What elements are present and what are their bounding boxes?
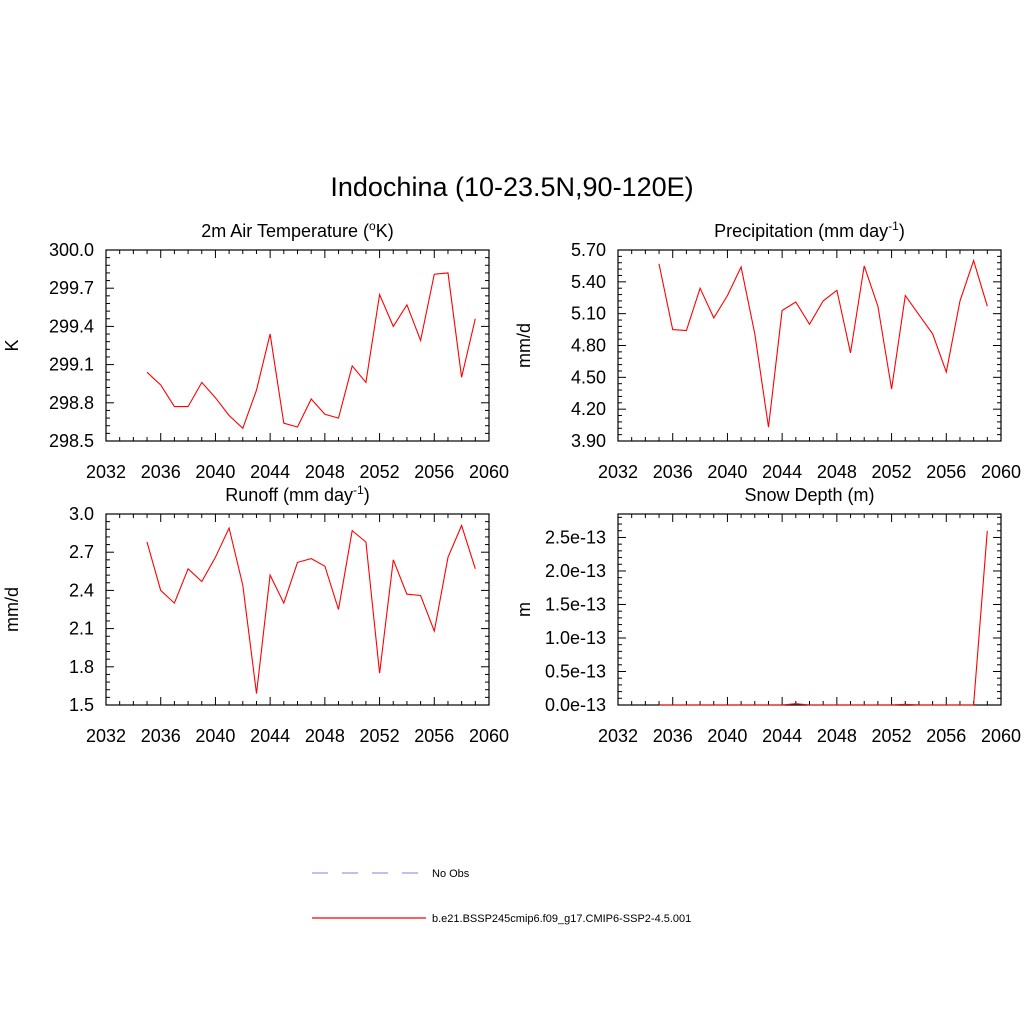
y-tick-label: 5.70 [571,240,606,260]
panel-1: 2m Air Temperature (oK) K 2032 2036 2040 2044… [2,219,509,482]
x-tick-label: 2032 [598,726,638,746]
x-tick-label: 2040 [195,462,235,482]
panel-title-tail: ) [364,485,370,505]
y-tick-label: 0.0e-13 [545,695,606,715]
y-tick-label: 2.1 [69,619,94,639]
panel-2: Precipitation (mm day-1) mm/d 2032 2036 2040… [514,219,1021,482]
x-tick-label: 2052 [872,726,912,746]
panel-4: Snow Depth (m) m 2032 2036 2040 2044 2048 2052 2… [514,485,1021,746]
x-tick-label: 2056 [926,462,966,482]
panels: 2m Air Temperature (oK) K 2032 2036 2040 2044… [2,219,1021,746]
y-tick-label: 1.5e-13 [545,594,606,614]
figure-title: Indochina (10-23.5N,90-120E) [330,172,693,202]
panel-title-main: Snow Depth (m) [744,485,874,505]
panel-title-superscript: -1 [353,483,364,497]
panel-title-tail: K) [376,221,394,241]
y-axis-label: K [2,339,22,351]
x-tick-label: 2036 [141,462,181,482]
plot-frame [105,249,490,442]
panel-title-main: Runoff (mm day [225,485,353,505]
plot-frame [617,513,1002,706]
panel-title-main: 2m Air Temperature ( [201,221,369,241]
x-tick-label: 2052 [360,726,400,746]
x-tick-label: 2060 [981,726,1021,746]
y-tick-label: 4.20 [571,399,606,419]
y-axis-label: m [514,602,534,617]
panel-3: Runoff (mm day-1) mm/d 2032 2036 2040 2044 204… [2,483,509,746]
x-tick-label: 2032 [86,462,126,482]
y-tick-label: 5.40 [571,272,606,292]
x-tick-label: 2056 [414,462,454,482]
plot-frame [105,513,490,706]
panel-title: Snow Depth (m) [744,485,874,505]
x-tick-label: 2060 [469,462,509,482]
y-tick-label: 300.0 [49,240,94,260]
y-tick-label: 5.10 [571,304,606,324]
x-tick-label: 2052 [360,462,400,482]
panel-title-superscript: o [369,219,376,233]
x-tick-label: 2060 [469,726,509,746]
x-tick-label: 2040 [707,726,747,746]
y-axis-label: mm/d [514,323,534,368]
x-tick-label: 2040 [195,726,235,746]
y-tick-label: 299.4 [49,316,94,336]
y-tick-label: 4.80 [571,336,606,356]
y-tick-label: 298.5 [49,431,94,451]
y-tick-label: 299.7 [49,278,94,298]
legend-model-label: b.e21.BSSP245cmip6.f09_g17.CMIP6-SSP2-4.… [432,913,691,925]
y-tick-label: 0.5e-13 [545,661,606,681]
y-tick-label: 2.0e-13 [545,561,606,581]
x-tick-label: 2044 [250,462,290,482]
legend: No Obs b.e21.BSSP245cmip6.f09_g17.CMIP6-… [312,868,691,925]
y-axis-label: mm/d [2,587,22,632]
x-tick-label: 2060 [981,462,1021,482]
panel-title-main: Precipitation (mm day [714,221,888,241]
y-tick-label: 2.7 [69,542,94,562]
y-tick-label: 2.4 [69,580,94,600]
x-tick-label: 2044 [762,726,802,746]
x-tick-label: 2048 [305,726,345,746]
x-tick-label: 2048 [817,726,857,746]
x-tick-label: 2032 [86,726,126,746]
y-tick-label: 2.5e-13 [545,527,606,547]
x-tick-label: 2036 [653,462,693,482]
y-tick-label: 299.1 [49,355,94,375]
x-tick-label: 2040 [707,462,747,482]
x-tick-label: 2048 [817,462,857,482]
y-tick-label: 4.50 [571,367,606,387]
x-tick-label: 2044 [250,726,290,746]
panel-title-tail: ) [899,221,905,241]
y-tick-label: 298.8 [49,393,94,413]
panel-title: Runoff (mm day-1) [225,483,369,505]
series-line [146,272,476,430]
panel-title: 2m Air Temperature (oK) [201,219,393,241]
y-tick-label: 1.8 [69,657,94,677]
plot-frame [617,249,1002,442]
x-tick-label: 2056 [926,726,966,746]
y-tick-label: 1.0e-13 [545,628,606,648]
x-tick-label: 2036 [653,726,693,746]
series-line [659,530,988,706]
panel-title-superscript: -1 [888,219,899,233]
x-tick-label: 2032 [598,462,638,482]
x-tick-label: 2048 [305,462,345,482]
x-tick-label: 2044 [762,462,802,482]
panel-title: Precipitation (mm day-1) [714,219,905,241]
y-tick-label: 3.90 [571,431,606,451]
x-tick-label: 2036 [141,726,181,746]
legend-obs-label: No Obs [432,868,470,880]
series-line [658,258,988,428]
y-tick-label: 1.5 [69,695,94,715]
x-tick-label: 2056 [414,726,454,746]
x-tick-label: 2052 [872,462,912,482]
series-line [146,523,476,694]
y-tick-label: 3.0 [69,504,94,524]
